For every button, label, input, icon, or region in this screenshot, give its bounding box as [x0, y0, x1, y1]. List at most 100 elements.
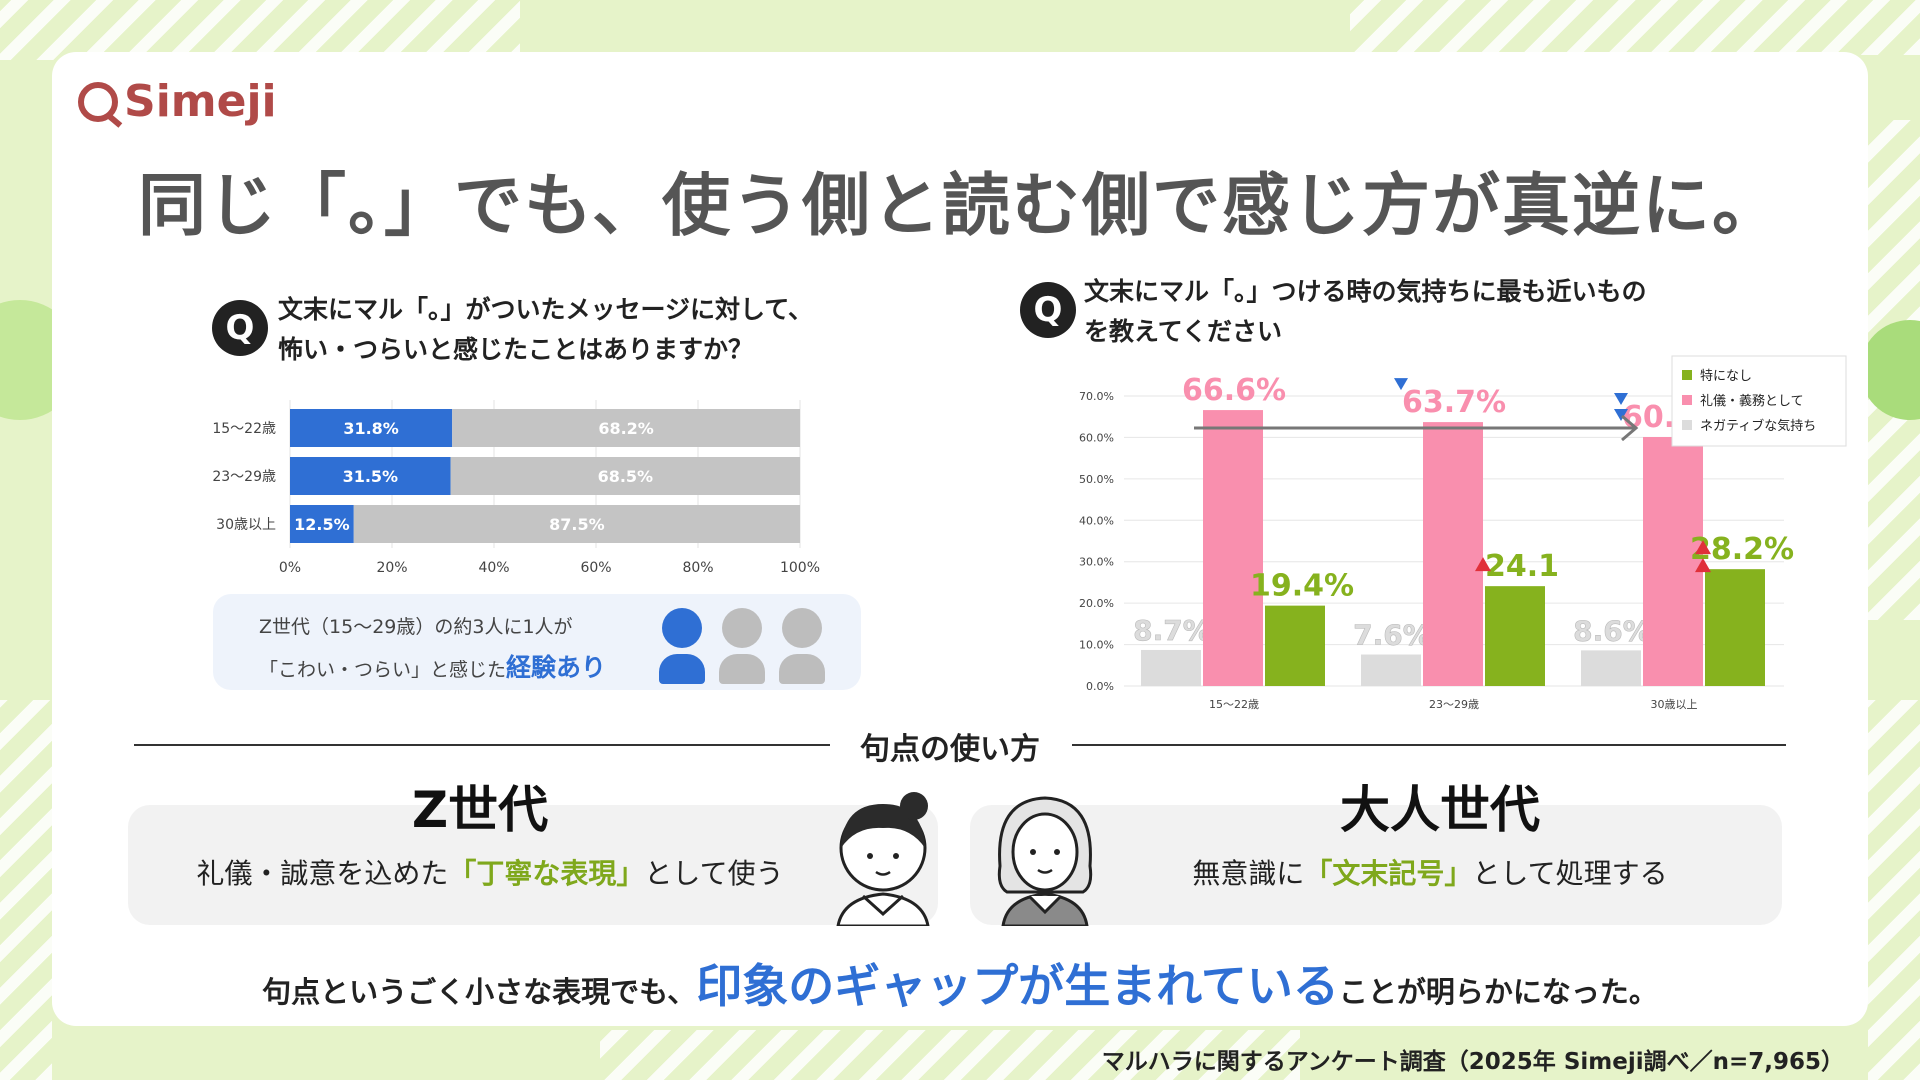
x-tick-label: 80% [682, 560, 713, 576]
y-tick-label: 30.0% [1079, 556, 1114, 569]
legend-swatch [1682, 370, 1692, 380]
bar [1423, 422, 1483, 686]
x-category-label: 23〜29歳 [1429, 698, 1479, 711]
legend-label: 礼儀・義務として [1700, 393, 1804, 409]
bar [1203, 410, 1263, 686]
bar-segment [452, 409, 800, 447]
bar-value-label: 19.4% [1250, 569, 1354, 604]
y-tick-label: 0.0% [1086, 680, 1114, 693]
trend-arrowhead-icon [1621, 414, 1639, 442]
y-tick-label: 50.0% [1079, 473, 1114, 486]
bar-value-label: 87.5% [549, 515, 605, 534]
person-icon-gray [779, 608, 825, 684]
legend-swatch [1682, 395, 1692, 405]
bar [1643, 437, 1703, 686]
gen-z-text-post: として使う [644, 857, 784, 890]
source-note: マルハラに関するアンケート調査（2025年 Simeji調べ／n=7,965） [1101, 1049, 1844, 1075]
x-tick-label: 100% [780, 560, 820, 576]
conclusion-pre: 句点というごく小さな表現でも、 [262, 975, 697, 1009]
gen-z-text: 礼儀・誠意を込めた「丁寧な表現」として使う [150, 852, 830, 892]
legend-label: 特になし [1700, 369, 1752, 384]
person-icon-gray [719, 608, 765, 684]
bar [1705, 569, 1765, 686]
logo-text: Simeji [124, 76, 277, 127]
x-tick-label: 40% [478, 560, 509, 576]
age-experience-bar-chart: 0% 20% 40% 60% 80% 100% 15〜22歳 31.8% 68.2% 23〜29歳… [212, 400, 820, 576]
bar-value-label: 31.5% [343, 467, 399, 486]
bar-value-label: 7.6% [1353, 619, 1431, 652]
legend-swatch [1682, 420, 1692, 430]
adult-woman-illustration [997, 796, 1093, 926]
divider-right [1072, 744, 1786, 746]
bar-segment [450, 457, 800, 495]
info-line1: Z世代（15〜29歳）の約3人に1人が [259, 616, 573, 638]
increase-marker-icon [1475, 557, 1491, 572]
usage-subhead: 句点の使い方 [860, 732, 1040, 767]
info-box: Z世代（15〜29歳）の約3人に1人が 「こわい・つらい」と感じた経験あり [213, 594, 861, 690]
bar-segment [290, 505, 354, 543]
info-line2: 「こわい・つらい」と感じた経験あり [259, 648, 606, 684]
adult-text-highlight: 「文末記号」 [1304, 857, 1473, 890]
bar [1265, 605, 1325, 686]
decrease-marker-icon [1614, 393, 1628, 406]
y-tick-label: 70.0% [1079, 390, 1114, 403]
increase-marker-icon [1695, 558, 1711, 573]
bar-value-label: 12.5% [294, 515, 350, 534]
right-question-line2: を教えてください [1084, 317, 1283, 346]
gen-z-text-pre: 礼儀・誠意を込めた [196, 857, 449, 890]
young-woman-illustration [836, 792, 930, 926]
bar-value-label: 24.1 [1485, 549, 1559, 584]
y-tick-label: 60.0% [1079, 431, 1114, 444]
left-question-line2: 怖い・つらいと感じたことはありますか？ [278, 335, 754, 364]
decrease-marker-icon [1614, 409, 1628, 422]
bar [1485, 586, 1545, 686]
logo-mark-icon [78, 81, 118, 122]
x-tick-label: 20% [376, 560, 407, 576]
bar [1581, 650, 1641, 686]
bar-segment [290, 457, 451, 495]
divider-left [134, 744, 830, 746]
adult-title: 大人世代 [1340, 781, 1540, 839]
legend-label: ネガティブな気持ち [1700, 418, 1816, 434]
x-tick-label: 0% [279, 560, 301, 576]
bar-value-label: 63.7% [1402, 385, 1506, 420]
page-headline: 同じ「。」でも、使う側と読む側で感じ方が真逆に。 [138, 167, 1782, 246]
conclusion-post: ことが明らかになった。 [1338, 975, 1658, 1009]
adult-panel [970, 805, 1782, 925]
bar-segment [290, 409, 453, 447]
y-category-label: 23〜29歳 [212, 469, 276, 485]
y-tick-label: 40.0% [1079, 514, 1114, 527]
gen-z-panel [128, 805, 938, 925]
x-category-label: 15〜22歳 [1209, 698, 1259, 711]
bar-segment [353, 505, 800, 543]
right-question-text: 文末にマル「。」つける時の気持ちに最も近いもの を教えてください [1084, 272, 1647, 352]
info-line2-emphasis: 経験あり [506, 653, 607, 682]
left-question-badge: Q [212, 300, 268, 356]
bar-value-label: 8.7% [1133, 614, 1211, 647]
adult-text: 無意識に「文末記号」として処理する [1110, 852, 1750, 892]
bar-value-label: 68.5% [598, 467, 654, 486]
left-question-line1: 文末にマル「。」がついたメッセージに対して、 [278, 295, 814, 324]
y-category-label: 15〜22歳 [212, 421, 276, 437]
bar-value-label: 31.8% [343, 419, 399, 438]
decrease-marker-icon [1394, 378, 1408, 391]
person-icon-blue [659, 608, 705, 684]
bar [1361, 654, 1421, 686]
y-tick-label: 20.0% [1079, 597, 1114, 610]
adult-text-pre: 無意識に [1192, 857, 1305, 890]
right-question-line1: 文末にマル「。」つける時の気持ちに最も近いもの [1084, 277, 1647, 306]
x-tick-label: 60% [580, 560, 611, 576]
increase-marker-icon [1695, 540, 1711, 555]
legend-box [1671, 355, 1847, 447]
conclusion-emphasis: 印象のギャップが生まれている [696, 959, 1339, 1013]
gen-z-text-highlight: 「丁寧な表現」 [448, 857, 645, 890]
bar-value-label: 66.6% [1182, 373, 1286, 408]
right-question-badge: Q [1020, 282, 1076, 338]
left-question-text: 文末にマル「。」がついたメッセージに対して、 怖い・つらいと感じたことはあります… [278, 290, 813, 370]
adult-text-post: として処理する [1472, 857, 1668, 890]
y-tick-label: 10.0% [1079, 639, 1114, 652]
feeling-bar-chart: 0.0% 10.0% 20.0% 30.0% 40.0% 50.0% 60.0% 70.0% 8… [1079, 355, 1847, 711]
y-category-label: 30歳以上 [216, 517, 276, 533]
bar [1141, 649, 1201, 686]
